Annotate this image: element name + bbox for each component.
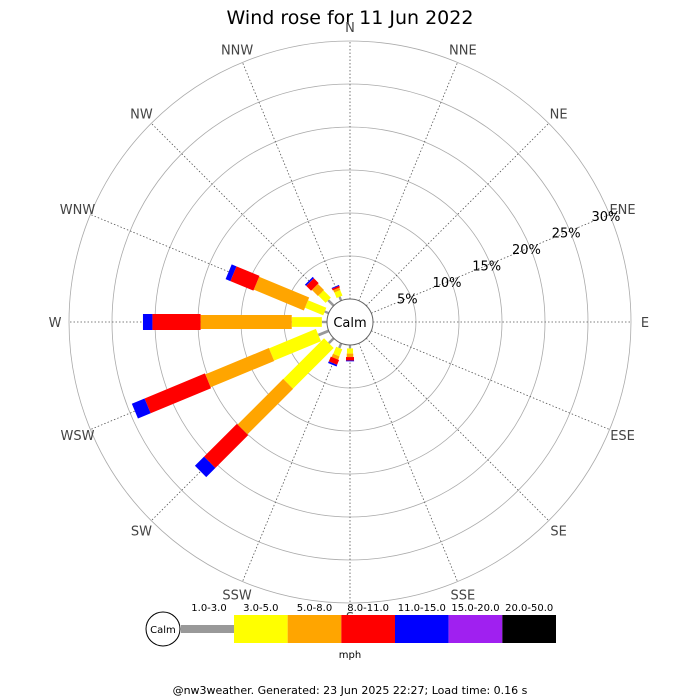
radial-ring xyxy=(68,40,632,604)
direction-label: WNW xyxy=(60,203,96,218)
wind-bar-segment xyxy=(230,266,260,291)
legend-bin-label: 11.0-15.0 xyxy=(398,603,446,614)
direction-label: SE xyxy=(550,525,566,540)
wind-bars xyxy=(131,264,355,478)
wind-bar-segment xyxy=(306,278,319,291)
calm-label: Calm xyxy=(333,316,366,331)
wind-bar-segment xyxy=(331,353,340,360)
wind-bar-segment xyxy=(333,287,341,293)
direction-label: SSE xyxy=(451,589,476,604)
wind-bar-segment xyxy=(338,296,343,302)
direction-label: SW xyxy=(131,525,152,540)
legend-bin-label: 3.0-5.0 xyxy=(243,603,278,614)
direction-label: SSW xyxy=(222,589,252,604)
direction-label: NNW xyxy=(221,43,253,58)
legend-bin-label: 20.0-50.0 xyxy=(505,603,553,614)
direction-spoke xyxy=(358,62,458,301)
wind-bar-segment xyxy=(331,285,340,291)
direction-spoke xyxy=(371,214,610,314)
wind-bar-segment xyxy=(205,348,275,388)
direction-label: W xyxy=(49,316,62,331)
legend-calm-circle xyxy=(145,611,181,647)
direction-label: ENE xyxy=(609,203,635,218)
wind-bar-segment xyxy=(327,337,335,345)
percentage-label: 10% xyxy=(433,276,462,291)
direction-label: NE xyxy=(550,107,568,122)
wind-bar-segment xyxy=(333,346,343,357)
legend-swatch xyxy=(448,615,503,643)
direction-spoke xyxy=(365,123,549,307)
direction-label: NNE xyxy=(449,43,477,58)
wind-bar-segment xyxy=(283,338,334,389)
direction-spoke xyxy=(371,330,610,430)
direction-label: N xyxy=(345,21,355,36)
legend-swatch xyxy=(395,615,449,643)
direction-spoke xyxy=(242,343,342,582)
direction-spoke xyxy=(358,343,458,582)
percentage-label: 30% xyxy=(591,210,620,225)
legend-bin-label: 5.0-8.0 xyxy=(297,603,332,614)
wind-bar-segment xyxy=(304,300,327,316)
direction-spoke xyxy=(365,337,549,521)
wind-bar-segment xyxy=(237,378,294,435)
direction-labels: NNNENEENEEESESESSESSSWSWWSWWWNWNWNNW xyxy=(49,21,650,626)
wind-bar-segment xyxy=(328,356,340,365)
wind-bar-segment xyxy=(334,290,343,298)
direction-label: WSW xyxy=(60,429,94,444)
legend-swatch xyxy=(234,615,288,643)
footer-text: @nw3weather. Generated: 23 Jun 2025 22:2… xyxy=(173,684,528,697)
wind-bar-segment xyxy=(204,423,249,468)
wind-bar-segment xyxy=(131,398,151,419)
legend-swatch xyxy=(341,615,395,643)
direction-label: ESE xyxy=(610,429,635,444)
wind-bar-segment xyxy=(338,342,343,349)
chart-title: Wind rose for 11 Jun 2022 xyxy=(227,7,474,29)
wind-bar-segment xyxy=(328,361,338,367)
legend-bin-label: 8.0-11.0 xyxy=(347,603,389,614)
legend-calm-label: Calm xyxy=(150,625,176,636)
wind-bar-segment xyxy=(318,290,331,303)
legend-swatch xyxy=(181,625,234,633)
direction-label: E xyxy=(641,316,649,331)
wind-bar-segment xyxy=(327,299,335,307)
percentage-label: 15% xyxy=(472,259,501,274)
direction-label: NW xyxy=(130,107,153,122)
wind-bar-segment xyxy=(225,264,237,282)
wind-bar-segment xyxy=(324,310,330,315)
wind-bar-segment xyxy=(253,276,310,311)
legend-bin-label: 15.0-20.0 xyxy=(451,603,499,614)
wind-bar-segment xyxy=(144,373,212,414)
percentage-labels: 5% 10% 15% 20% 25% 30% xyxy=(397,210,620,307)
percentage-label: 25% xyxy=(552,226,581,241)
wind-bar-segment xyxy=(311,283,324,296)
direction-spoke xyxy=(151,123,335,307)
calm-circle xyxy=(326,298,374,346)
calm-center: Calm xyxy=(326,298,374,346)
legend-units: mph xyxy=(339,650,361,661)
wind-bar-segment xyxy=(194,456,216,478)
legend-bars: 1.0-3.0 3.0-5.0 5.0-8.0 8.0-11.0 11.0-15.0 15… xyxy=(181,603,556,643)
legend-swatch xyxy=(502,615,556,643)
wind-bar-segment xyxy=(304,276,314,286)
direction-spoke xyxy=(242,62,342,301)
percentage-label: 20% xyxy=(512,243,541,258)
wind-bar-segment xyxy=(317,329,330,337)
legend-swatch xyxy=(287,615,342,643)
legend-bin-label: 1.0-3.0 xyxy=(191,603,226,614)
percentage-label: 5% xyxy=(397,292,418,307)
speed-legend: Calm 1.0-3.0 3.0-5.0 5.0-8.0 8.0-11.0 11.0-1… xyxy=(145,603,556,661)
wind-bar-segment xyxy=(268,328,321,361)
